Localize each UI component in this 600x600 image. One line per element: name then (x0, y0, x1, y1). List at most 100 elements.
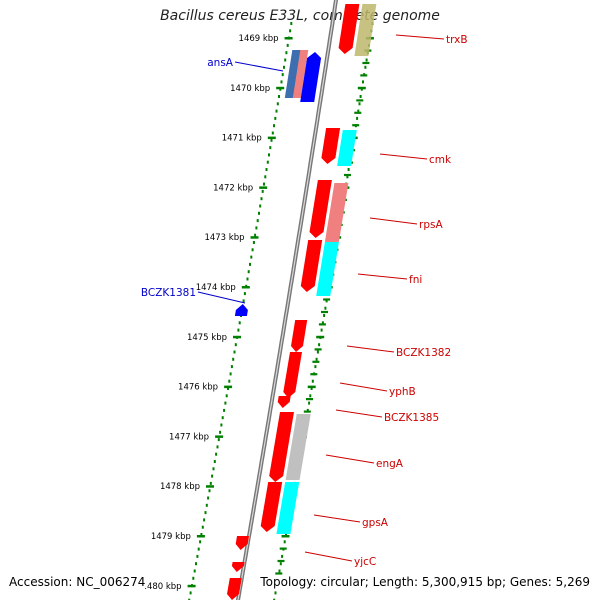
guide-dot-left (211, 474, 214, 478)
guide-dot-left (219, 430, 222, 434)
guide-dot-left (201, 525, 204, 529)
gene-label-fni: fni (409, 274, 422, 286)
gene-rpsa-pink (324, 183, 349, 242)
guide-dot-left (212, 467, 215, 471)
gene-label-leader (335, 409, 383, 418)
guide-dot-right (273, 598, 276, 600)
scale-minor-tick (344, 173, 351, 177)
guide-dot-left (265, 168, 268, 171)
guide-dot-left (285, 51, 288, 55)
scale-minor-tick (275, 572, 283, 575)
gene-label-rpsa: rpsA (419, 219, 443, 231)
guide-dot-right (362, 80, 364, 84)
guide-dot-right (279, 562, 282, 566)
guide-dot-left (230, 365, 233, 369)
guide-dot-left (278, 95, 280, 98)
scale-tick-mark (284, 37, 293, 40)
guide-dot-left (247, 270, 250, 274)
gene-trxb-olive (354, 4, 377, 56)
guide-dot-right (316, 350, 319, 354)
guide-dot-right (347, 168, 350, 171)
guide-dot-left (249, 262, 251, 266)
guide-dot-left (203, 518, 206, 522)
guide-dot-right (359, 95, 362, 98)
gene-label-ansa: ansA (207, 57, 234, 69)
guide-dot-left (224, 401, 227, 405)
guide-dot-left (209, 481, 212, 485)
guide-dot-left (271, 131, 274, 135)
scale-tick-mark-right (357, 86, 366, 90)
gene-label-yphb: yphB (389, 386, 416, 398)
gene-label-gpsa: gpsA (362, 517, 389, 529)
guide-dot-left (274, 116, 277, 120)
gene-gpsa-cyan (276, 482, 300, 534)
guide-dot-left (289, 29, 292, 33)
guide-dot-left (276, 102, 279, 106)
guide-dot-right (278, 569, 281, 573)
scale-minor-tick (321, 310, 328, 314)
scale-minor-tick (356, 99, 364, 102)
scale-tick-mark (196, 535, 205, 538)
scale-minor-tick (310, 373, 318, 376)
gene-label-yjcc: yjcC (354, 556, 376, 568)
scale-tick-label: 1473 kbp (204, 233, 244, 243)
guide-dot-left (188, 598, 191, 600)
guide-dot-left (280, 80, 283, 84)
gene-small-red (231, 562, 245, 572)
guide-dot-left (256, 219, 259, 223)
guide-dot-right (365, 58, 368, 62)
scale-tick-label: 1478 kbp (160, 482, 200, 492)
guide-dot-left (204, 511, 207, 515)
scale-tick-mark (259, 186, 268, 189)
scale-minor-tick (314, 348, 322, 351)
guide-dot-right (274, 591, 277, 595)
guide-dot-left (259, 204, 262, 208)
gene-fni-red (300, 240, 323, 292)
guide-dot-left (268, 153, 270, 157)
guide-dot-left (208, 489, 211, 493)
scale-minor-tick (318, 323, 326, 326)
gene-label-trxb: trxB (446, 34, 468, 46)
gene-label-leader (346, 345, 395, 353)
gene-label-bczk1382: BCZK1382 (396, 347, 451, 359)
gene-label-leader (357, 273, 408, 280)
gene-label-leader (339, 382, 388, 392)
guide-dot-left (255, 226, 258, 230)
guide-dot-left (195, 562, 197, 566)
gene-label-enga: engA (376, 458, 404, 470)
scale-minor-tick (362, 61, 370, 65)
scale-tick-label: 1475 kbp (187, 333, 227, 343)
gene-trxb-red (338, 4, 360, 54)
scale-tick-mark (250, 236, 259, 239)
guide-dot-left (242, 299, 245, 303)
gene-label-leader (379, 153, 428, 160)
gene-label-cmk: cmk (429, 154, 452, 166)
gene-bczk1381-blue (234, 304, 248, 316)
guide-dot-right (283, 540, 286, 544)
scale-tick-mark (187, 584, 196, 588)
gene-bczk1385-red (277, 396, 291, 408)
guide-dot-left (234, 343, 237, 347)
scale-tick-label: 1472 kbp (213, 183, 253, 193)
gene-yjcc-red (235, 536, 249, 550)
guide-dot-left (205, 503, 208, 507)
gene-cmk-cyan (337, 130, 357, 166)
scale-minor-tick (306, 398, 313, 401)
guide-dot-left (264, 175, 267, 179)
guide-dot-right (356, 116, 359, 120)
guide-dot-left (189, 591, 192, 595)
guide-dot-right (314, 365, 317, 369)
gene-labels: trxB ansA cmk rpsA fni BCZK1381 BCZK1382 yphB BC… (141, 34, 468, 568)
gene-rpsa-red (309, 180, 332, 238)
gene-label-leader (234, 61, 284, 72)
guide-dot-right (308, 401, 311, 405)
scale-minor-tick (352, 124, 360, 127)
guide-dot-left (263, 182, 265, 186)
guide-dot-right (321, 321, 324, 325)
guide-dot-right (320, 328, 323, 332)
guide-dot-left (217, 438, 220, 442)
guide-dot-left (286, 43, 289, 47)
guide-dot-right (310, 387, 313, 390)
guide-dot-left (199, 540, 202, 544)
scale-minor-tick (354, 111, 362, 114)
